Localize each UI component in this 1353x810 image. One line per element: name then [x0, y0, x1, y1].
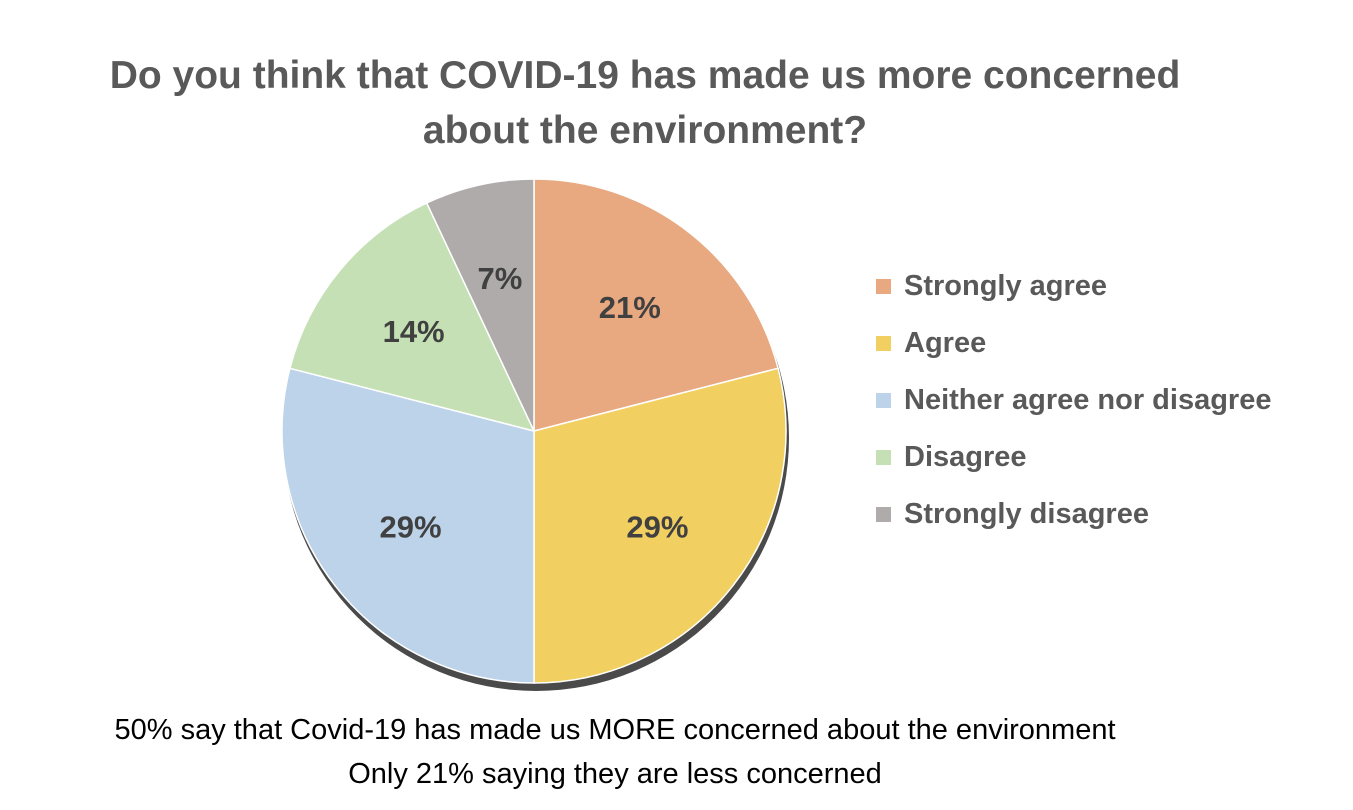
legend-swatch-strongly-agree — [876, 279, 891, 294]
data-label-strongly-disagree: 7% — [478, 261, 523, 296]
legend-item-agree: Agree — [876, 315, 1336, 372]
legend-item-disagree: Disagree — [876, 429, 1336, 486]
legend-swatch-strongly-disagree — [876, 507, 891, 522]
legend-item-neither: Neither agree nor disagree — [876, 372, 1336, 429]
pie-slice-agree — [533, 367, 787, 684]
annotation-line-2: Only 21% saying they are less concerned — [348, 758, 882, 790]
data-label-agree: 29% — [626, 509, 688, 544]
data-label-neither-agree-nor-disagree: 29% — [380, 509, 442, 544]
pie-slice-strongly-agree — [533, 178, 779, 432]
legend-label-agree: Agree — [904, 327, 987, 359]
data-label-strongly-agree: 21% — [599, 290, 661, 325]
pie-slice-strongly-disagree — [425, 178, 535, 432]
chart-title: Do you think that COVID-19 has made us m… — [0, 48, 1290, 158]
legend-swatch-agree — [876, 336, 891, 351]
legend-label-strongly-agree: Strongly agree — [904, 270, 1108, 302]
annotation-line-1: 50% say that Covid-19 has made us MORE c… — [114, 714, 1116, 746]
pie-slice-disagree — [289, 201, 536, 433]
data-label-disagree: 14% — [383, 314, 445, 349]
legend-label-neither: Neither agree nor disagree — [904, 384, 1272, 416]
chart-title-line-1: Do you think that COVID-19 has made us m… — [109, 54, 1181, 97]
chart-annotation: 50% say that Covid-19 has made us MORE c… — [0, 708, 1230, 796]
legend-label-disagree: Disagree — [904, 441, 1027, 473]
chart-legend: Strongly agree Agree Neither agree nor d… — [876, 258, 1336, 543]
chart-title-line-2: about the environment? — [422, 109, 868, 152]
legend-item-strongly-agree: Strongly agree — [876, 258, 1336, 315]
legend-swatch-disagree — [876, 450, 891, 465]
legend-item-strongly-disagree: Strongly disagree — [876, 486, 1336, 543]
legend-swatch-neither — [876, 393, 891, 408]
pie-slice-neither-agree-nor-disagree — [281, 367, 535, 684]
legend-label-strongly-disagree: Strongly disagree — [904, 498, 1149, 530]
